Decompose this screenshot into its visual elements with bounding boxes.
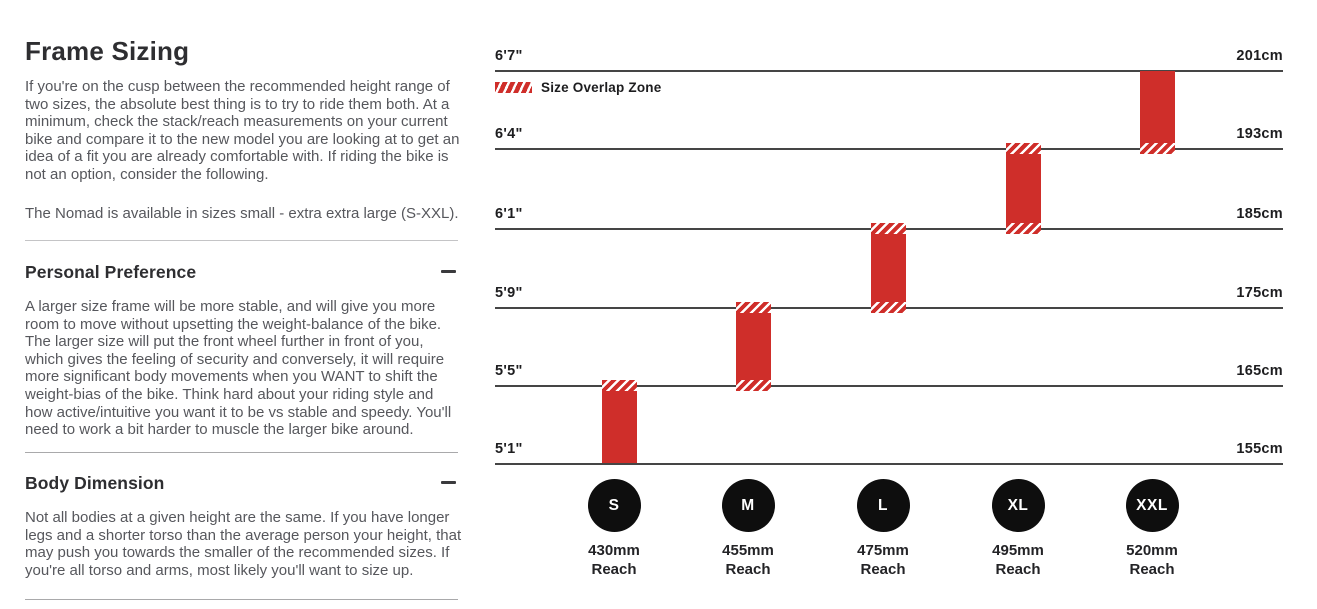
reach-label: Reach <box>860 561 906 578</box>
size-badge-s: S <box>587 479 641 532</box>
bar-s-overlap-top <box>602 380 637 391</box>
legend: Size Overlap Zone <box>495 80 661 95</box>
personal-preference-paragraph: A larger size frame will be more stable,… <box>25 298 452 439</box>
gridline <box>495 463 1283 465</box>
gridline <box>495 148 1283 150</box>
size-column-xl: XL 495mm Reach <box>963 479 1073 579</box>
bar-m <box>736 313 771 380</box>
bar-l <box>871 234 906 302</box>
body-dimension-paragraph: Not all bodies at a given height are the… <box>25 509 462 579</box>
section-divider <box>25 599 458 600</box>
reach-label: Reach <box>995 561 1041 578</box>
axis-label-metric: 175cm <box>1236 285 1283 301</box>
size-badge-l: L <box>856 479 910 532</box>
axis-label-imperial: 6'1" <box>495 206 523 222</box>
collapse-minus-icon[interactable] <box>441 270 456 273</box>
axis-label-imperial: 5'9" <box>495 285 523 301</box>
bar-m-overlap-top <box>736 302 771 313</box>
bar-xl <box>1006 154 1041 223</box>
size-badge-xl: XL <box>991 479 1045 532</box>
legend-label: Size Overlap Zone <box>541 80 662 95</box>
section-heading: Body Dimension <box>25 473 165 493</box>
axis-label-metric: 185cm <box>1236 206 1283 222</box>
gridline <box>495 70 1283 72</box>
reach-value: 475mm <box>857 542 909 559</box>
axis-label-metric: 201cm <box>1236 48 1283 64</box>
size-column-m: M 455mm Reach <box>693 479 803 579</box>
bar-xxl-overlap-bottom <box>1140 143 1175 154</box>
reach-value: 495mm <box>992 542 1044 559</box>
collapse-minus-icon[interactable] <box>441 481 456 484</box>
reach-value: 455mm <box>722 542 774 559</box>
bar-xxl <box>1140 71 1175 143</box>
bar-m-overlap-bottom <box>736 380 771 391</box>
axis-label-metric: 165cm <box>1236 363 1283 379</box>
axis-label-imperial: 5'5" <box>495 363 523 379</box>
page-title: Frame Sizing <box>25 36 190 66</box>
bar-l-overlap-top <box>871 223 906 234</box>
availability-paragraph: The Nomad is available in sizes small - … <box>25 205 459 222</box>
reach-value: 430mm <box>588 542 640 559</box>
axis-label-metric: 155cm <box>1236 441 1283 457</box>
overlap-hatch-swatch-icon <box>495 82 532 93</box>
bar-s <box>602 391 637 463</box>
accordion-header-personal-preference[interactable]: Personal Preference <box>25 262 458 283</box>
size-badge-m: M <box>721 479 775 532</box>
bar-xl-overlap-top <box>1006 143 1041 154</box>
axis-label-imperial: 6'7" <box>495 48 523 64</box>
size-column-l: L 475mm Reach <box>828 479 938 579</box>
reach-label: Reach <box>1129 561 1175 578</box>
bar-xl-overlap-bottom <box>1006 223 1041 234</box>
section-divider <box>25 452 458 453</box>
axis-label-metric: 193cm <box>1236 126 1283 142</box>
accordion-header-body-dimension[interactable]: Body Dimension <box>25 473 458 494</box>
size-column-s: S 430mm Reach <box>559 479 669 579</box>
intro-paragraph: If you're on the cusp between the recomm… <box>25 78 460 183</box>
axis-label-imperial: 6'4" <box>495 126 523 142</box>
section-heading: Personal Preference <box>25 262 197 282</box>
axis-label-imperial: 5'1" <box>495 441 523 457</box>
reach-label: Reach <box>591 561 637 578</box>
reach-label: Reach <box>725 561 771 578</box>
size-badge-xxl: XXL <box>1125 479 1179 532</box>
size-column-xxl: XXL 520mm Reach <box>1097 479 1207 579</box>
bar-l-overlap-bottom <box>871 302 906 313</box>
section-divider <box>25 240 458 241</box>
reach-value: 520mm <box>1126 542 1178 559</box>
gridline <box>495 385 1283 387</box>
frame-sizing-chart: 6'7" 201cm 6'4" 193cm 6'1" 185cm 5'9" 17… <box>495 0 1283 609</box>
article-column: Frame Sizing If you're on the cusp betwe… <box>25 0 462 609</box>
